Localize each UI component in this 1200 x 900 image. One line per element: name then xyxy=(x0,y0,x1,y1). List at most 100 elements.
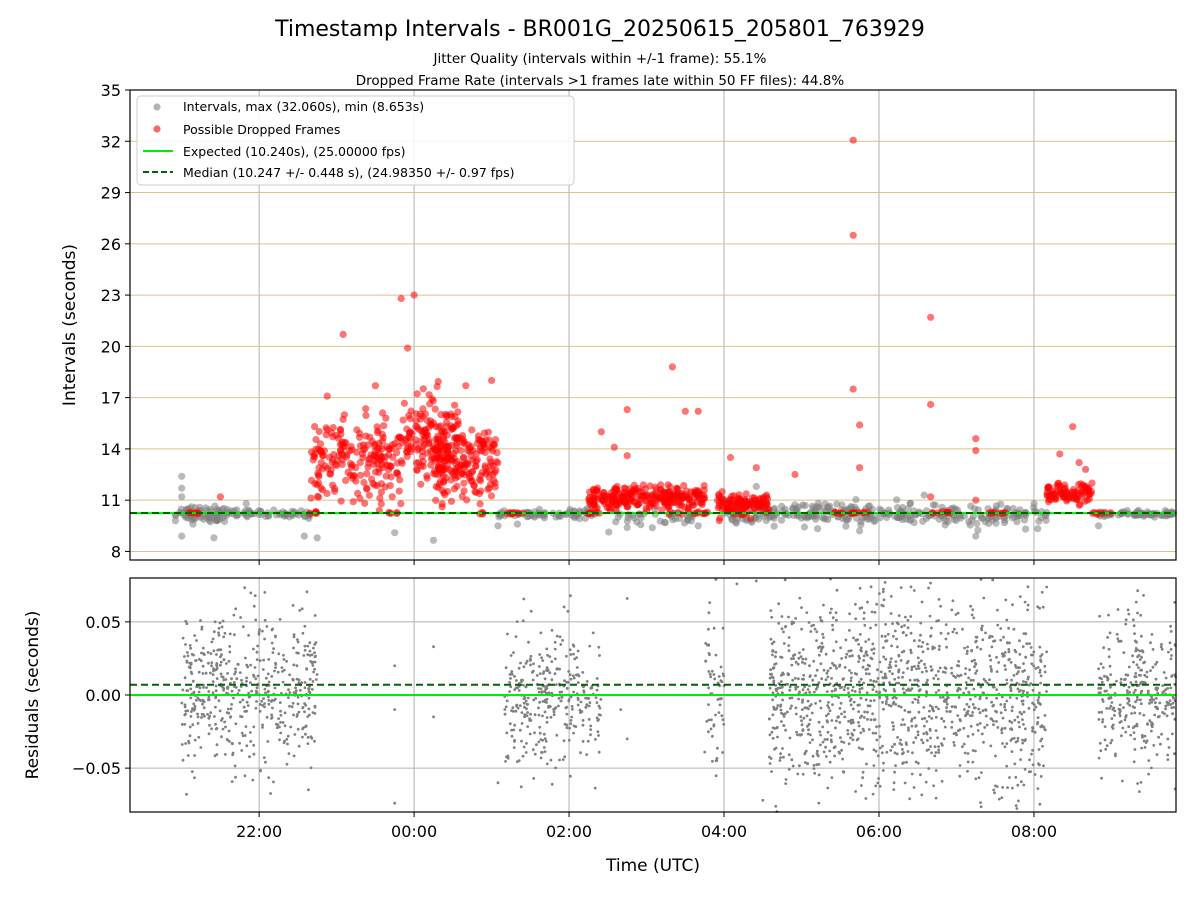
scatter-point xyxy=(928,704,932,707)
scatter-point xyxy=(1140,734,1144,737)
scatter-point xyxy=(848,669,851,672)
scatter-point xyxy=(982,691,985,695)
scatter-point xyxy=(918,639,921,642)
scatter-point xyxy=(513,723,517,727)
scatter-point xyxy=(934,729,938,732)
scatter-point xyxy=(924,780,928,784)
scatter-point xyxy=(1171,732,1174,736)
scatter-point xyxy=(427,421,435,429)
scatter-point xyxy=(279,709,282,713)
scatter-point xyxy=(646,482,654,490)
scatter-point xyxy=(180,743,184,746)
scatter-point xyxy=(1121,726,1125,730)
scatter-point xyxy=(215,653,218,656)
scatter-point xyxy=(909,648,913,652)
scatter-point xyxy=(219,663,222,667)
scatter-point xyxy=(1011,705,1014,709)
scatter-point xyxy=(908,797,912,801)
scatter-point xyxy=(1169,624,1172,628)
scatter-point xyxy=(475,436,483,444)
scatter-point xyxy=(925,669,928,673)
scatter-point xyxy=(529,609,533,613)
scatter-point xyxy=(849,679,853,683)
scatter-point xyxy=(965,652,969,655)
scatter-point xyxy=(969,697,972,701)
scatter-point xyxy=(1015,672,1019,676)
scatter-point xyxy=(801,657,805,661)
scatter-point xyxy=(768,762,772,765)
scatter-point xyxy=(1038,763,1041,767)
scatter-point xyxy=(876,677,880,680)
scatter-point xyxy=(955,631,959,635)
scatter-point xyxy=(818,653,821,657)
scatter-point xyxy=(937,745,940,748)
scatter-point xyxy=(768,676,772,680)
scatter-point xyxy=(529,663,532,667)
scatter-point xyxy=(878,735,882,739)
scatter-point xyxy=(248,681,252,684)
scatter-point xyxy=(845,652,849,656)
scatter-point xyxy=(846,729,850,732)
scatter-point xyxy=(539,756,543,760)
scatter-point xyxy=(227,729,231,733)
scatter-point xyxy=(564,706,568,710)
scatter-point xyxy=(916,701,920,704)
scatter-point xyxy=(1156,707,1160,711)
scatter-point xyxy=(535,743,538,747)
scatter-point xyxy=(1140,649,1144,653)
scatter-point xyxy=(995,670,999,673)
scatter-point xyxy=(406,415,414,423)
scatter-point xyxy=(1119,639,1123,643)
scatter-point xyxy=(373,423,381,431)
scatter-point xyxy=(258,659,262,662)
scatter-point xyxy=(1142,594,1145,597)
scatter-point xyxy=(605,504,613,512)
scatter-point xyxy=(346,460,355,468)
scatter-point xyxy=(867,728,871,731)
scatter-point xyxy=(732,519,741,527)
scatter-point xyxy=(1026,691,1029,695)
scatter-point xyxy=(379,409,387,417)
scatter-point xyxy=(888,669,892,673)
scatter-point xyxy=(952,674,955,678)
scatter-point xyxy=(480,429,488,437)
scatter-point xyxy=(874,784,878,788)
scatter-point xyxy=(508,690,511,693)
scatter-point xyxy=(861,727,865,731)
scatter-point xyxy=(554,683,558,686)
scatter-point xyxy=(222,635,226,639)
scatter-point xyxy=(849,736,852,740)
scatter-point xyxy=(971,711,975,714)
scatter-point xyxy=(896,736,899,739)
scatter-point xyxy=(1022,710,1026,714)
scatter-point xyxy=(254,618,258,622)
scatter-point xyxy=(815,763,819,767)
scatter-point xyxy=(211,637,215,641)
scatter-point xyxy=(1027,675,1030,679)
scatter-point xyxy=(714,759,718,762)
scatter-point xyxy=(1099,662,1103,666)
scatter-point xyxy=(525,659,529,663)
scatter-point xyxy=(267,680,271,684)
x-tick-label: 06:00 xyxy=(856,822,902,841)
scatter-point xyxy=(803,662,807,665)
scatter-point xyxy=(790,663,794,667)
scatter-point xyxy=(909,651,913,655)
scatter-point xyxy=(253,594,257,598)
scatter-point xyxy=(975,669,979,673)
scatter-point xyxy=(252,743,256,747)
scatter-point xyxy=(590,494,598,502)
scatter-point xyxy=(462,382,470,390)
y-tick-label: 17 xyxy=(101,389,121,408)
scatter-point xyxy=(804,691,808,695)
scatter-point xyxy=(824,755,828,758)
scatter-point xyxy=(582,691,586,694)
scatter-point xyxy=(812,764,816,767)
scatter-point xyxy=(1146,689,1150,693)
scatter-point xyxy=(243,774,247,778)
scatter-point xyxy=(791,654,795,658)
scatter-point xyxy=(1039,775,1043,778)
scatter-point xyxy=(1170,706,1174,710)
scatter-point xyxy=(939,631,943,635)
scatter-point xyxy=(519,785,523,789)
